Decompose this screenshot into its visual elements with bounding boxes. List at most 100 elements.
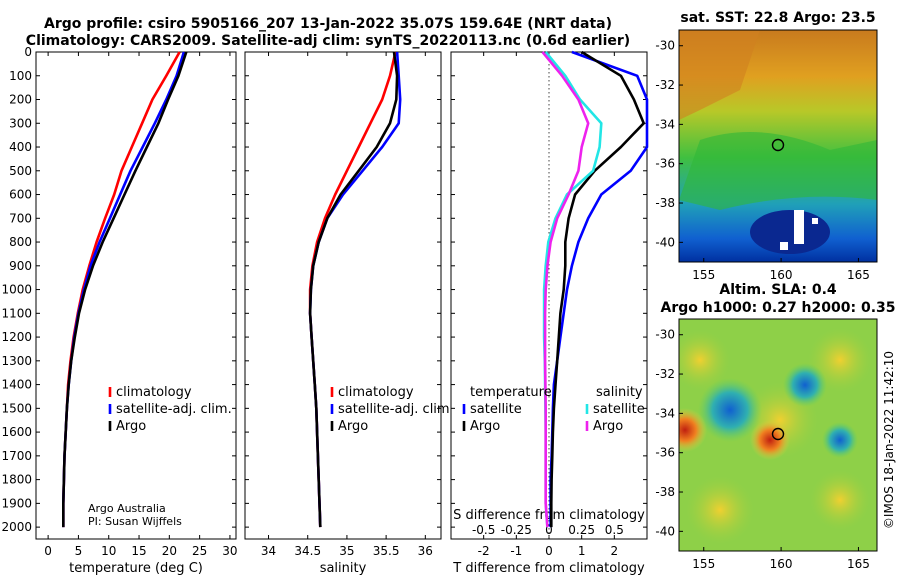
sst-cloud-3: [812, 218, 818, 224]
title-line-2: Climatology: CARS2009. Satellite-adj cli…: [26, 33, 630, 49]
diff-t-argo-legend-label: Argo: [470, 419, 500, 434]
sst-map: [679, 30, 877, 262]
credit-line-2: PI: Susan Wijffels: [88, 515, 182, 528]
x-tick-label: 1: [578, 544, 586, 558]
sst-lat-tick-label: -30: [655, 39, 675, 53]
diff-s-argo-legend-label: Argo: [593, 419, 623, 434]
sla-map-title-1: Altim. SLA: 0.4: [719, 282, 837, 298]
sla-yellow-5: [686, 476, 754, 544]
x-tick-label: 2: [611, 544, 619, 558]
x-tick-label: 35.5: [373, 544, 400, 558]
x-tick-label: 30: [222, 544, 237, 558]
title-line-1: Argo profile: csiro 5905166_207 13-Jan-2…: [44, 16, 612, 32]
sla-float-marker: [771, 427, 785, 441]
sla-lat-tick-label: -40: [655, 524, 675, 538]
sla-lon-tick-label: 165: [847, 557, 870, 571]
x-tick-label: 10: [101, 544, 116, 558]
temperature-climatology-legend-label: climatology: [116, 385, 192, 400]
depth-tick-label: 100: [9, 69, 32, 83]
s-diff-tick-label: -0.5: [472, 523, 495, 537]
diff-legend-salinity-head: salinity: [596, 385, 643, 400]
sla-lon-tick-label: 160: [770, 557, 793, 571]
x-tick-label: 34.5: [294, 544, 321, 558]
temperature-argo-line: [61, 51, 188, 528]
sst-lat-tick-label: -40: [655, 235, 675, 249]
depth-tick-label: 2000: [1, 520, 32, 534]
sla-low-3: [822, 422, 858, 458]
s-diff-argo-line: [541, 51, 590, 528]
sla-map-title-2: Argo h1000: 0.27 h2000: 0.35: [660, 300, 895, 316]
sla-low-1: [698, 378, 762, 442]
salinity-satellite-legend-label: satellite-adj. clim.: [338, 402, 454, 417]
sla-lon-tick-label: 155: [692, 557, 715, 571]
sst-map-frame: [678, 29, 878, 263]
x-tick-label: 0: [44, 544, 52, 558]
x-tick-label: 34: [261, 544, 276, 558]
depth-tick-label: 1200: [1, 330, 32, 344]
credit-line-1: Argo Australia: [88, 502, 166, 515]
sla-yellow-4: [810, 470, 870, 530]
temperature-xlabel: temperature (deg C): [69, 561, 203, 576]
s-diff-tick-label: 0.25: [568, 523, 595, 537]
depth-tick-label: 1400: [1, 378, 32, 392]
sst-cold-eddy: [750, 210, 830, 254]
depth-tick-label: 700: [9, 211, 32, 225]
sla-map-frame: [678, 318, 878, 552]
depth-tick-label: 1900: [1, 496, 32, 510]
depth-tick-label: 900: [9, 259, 32, 273]
sst-warm-patch: [679, 30, 760, 120]
sla-lat-tick-label: -30: [655, 328, 675, 342]
sst-map-title: sat. SST: 22.8 Argo: 23.5: [680, 10, 875, 26]
x-tick-label: 15: [131, 544, 146, 558]
diff-s-satellite-legend-label: satellite: [593, 402, 645, 417]
sst-lat-tick-label: -38: [655, 196, 675, 210]
temperature-axes-frame: [35, 51, 237, 540]
sst-lat-tick-label: -32: [655, 78, 675, 92]
t-diff-argo-line: [549, 50, 646, 528]
sst-lon-tick-label: 165: [847, 268, 870, 282]
depth-tick-label: 300: [9, 116, 32, 130]
x-tick-label: -1: [510, 544, 522, 558]
sla-high-1: [679, 408, 707, 452]
sst-green-tongue: [679, 132, 877, 210]
salinity-climatology-legend-label: climatology: [338, 385, 414, 400]
sla-map: [679, 319, 877, 551]
depth-tick-label: 600: [9, 188, 32, 202]
depth-tick-label: 200: [9, 93, 32, 107]
diff-t-satellite-legend-label: satellite: [470, 402, 522, 417]
depth-tick-label: 1500: [1, 401, 32, 415]
depth-tick-label: 800: [9, 235, 32, 249]
salinity-argo-legend-label: Argo: [338, 419, 368, 434]
s-diff-xlabel: S difference from climatology: [453, 508, 645, 523]
depth-tick-label: 400: [9, 140, 32, 154]
sla-low-2: [783, 363, 827, 407]
salinity-axes-frame: [244, 51, 442, 540]
depth-tick-label: 0: [24, 45, 32, 59]
depth-tick-label: 1000: [1, 283, 32, 297]
temperature-satellite-legend-label: satellite-adj. clim.: [116, 402, 232, 417]
x-tick-label: -2: [478, 544, 490, 558]
s-diff-tick-label: 0: [545, 523, 553, 537]
t-diff-xlabel: T difference from climatology: [452, 561, 645, 576]
depth-tick-label: 1300: [1, 354, 32, 368]
sla-lat-tick-label: -34: [655, 406, 675, 420]
depth-tick-label: 500: [9, 164, 32, 178]
depth-tick-label: 1100: [1, 306, 32, 320]
sst-cloud-2: [780, 242, 788, 250]
sst-float-marker: [771, 138, 785, 152]
x-tick-label: 35: [339, 544, 354, 558]
x-tick-label: 25: [192, 544, 207, 558]
s-diff-tick-label: 0.5: [605, 523, 624, 537]
diff-legend-temperature-head: temperature: [470, 385, 552, 400]
depth-tick-label: 1800: [1, 473, 32, 487]
s-diff-tick-label: -0.25: [501, 523, 532, 537]
imos-timestamp: ©IMOS 18-Jan-2022 11:42:10: [882, 351, 896, 529]
sla-yellow-1: [679, 330, 730, 390]
temperature-argo-legend-label: Argo: [116, 419, 146, 434]
panel-temperature: 0100200300400500600700800900100011001200…: [1, 45, 237, 576]
depth-tick-label: 1600: [1, 425, 32, 439]
panel-difference: -2 -1 0 1 2 -0.5 -0.25 0 0.25 0.5S difference fro…: [450, 50, 649, 576]
depth-tick-label: 1700: [1, 449, 32, 463]
x-tick-label: 36: [418, 544, 433, 558]
